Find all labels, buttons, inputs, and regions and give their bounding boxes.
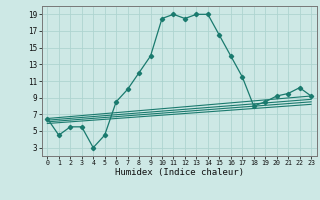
X-axis label: Humidex (Indice chaleur): Humidex (Indice chaleur) (115, 168, 244, 177)
